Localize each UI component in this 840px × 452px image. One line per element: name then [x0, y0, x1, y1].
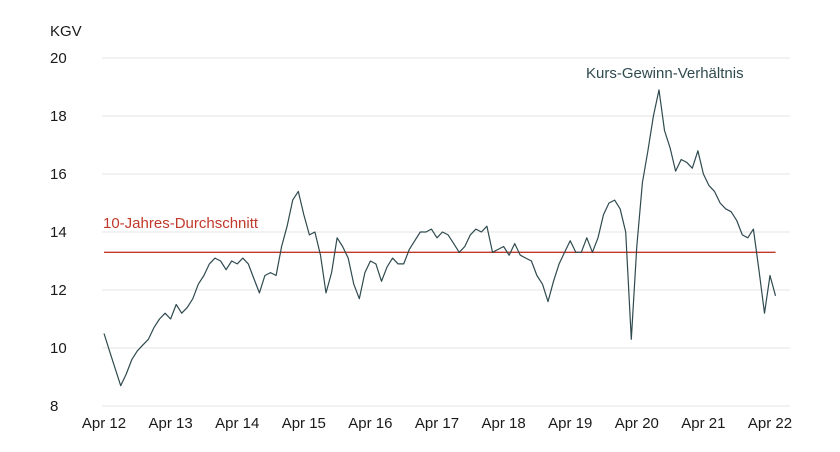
y-tick-label: 10 [50, 340, 67, 357]
x-tick-label: Apr 16 [348, 415, 392, 432]
pe-ratio-line [103, 89, 777, 387]
x-tick-label: Apr 14 [215, 415, 259, 432]
x-tick-label: Apr 17 [415, 415, 459, 432]
y-axis-tick-labels: 8 10 12 14 16 18 20 [50, 50, 67, 415]
y-tick-label: 14 [50, 224, 67, 241]
x-tick-label: Apr 21 [681, 415, 725, 432]
y-tick-label: 8 [50, 398, 58, 415]
x-tick-label: Apr 18 [481, 415, 525, 432]
x-tick-label: Apr 22 [748, 415, 792, 432]
y-axis-title: KGV [50, 23, 82, 40]
x-tick-label: Apr 20 [615, 415, 659, 432]
gridlines [102, 57, 790, 407]
series-label-ten-year-average: 10-Jahres-Durchschnitt [103, 215, 259, 232]
x-tick-label: Apr 12 [82, 415, 126, 432]
y-tick-label: 20 [50, 50, 67, 67]
y-tick-label: 18 [50, 108, 67, 125]
x-axis-tick-labels: Apr 12 Apr 13 Apr 14 Apr 15 Apr 16 Apr 17 Apr … [82, 415, 792, 432]
x-tick-label: Apr 19 [548, 415, 592, 432]
series-label-pe-ratio: Kurs-Gewinn-Verhältnis [586, 65, 744, 82]
y-tick-label: 12 [50, 282, 67, 299]
x-tick-label: Apr 13 [148, 415, 192, 432]
x-tick-label: Apr 15 [282, 415, 326, 432]
y-tick-label: 16 [50, 166, 67, 183]
series-lines [103, 89, 777, 387]
